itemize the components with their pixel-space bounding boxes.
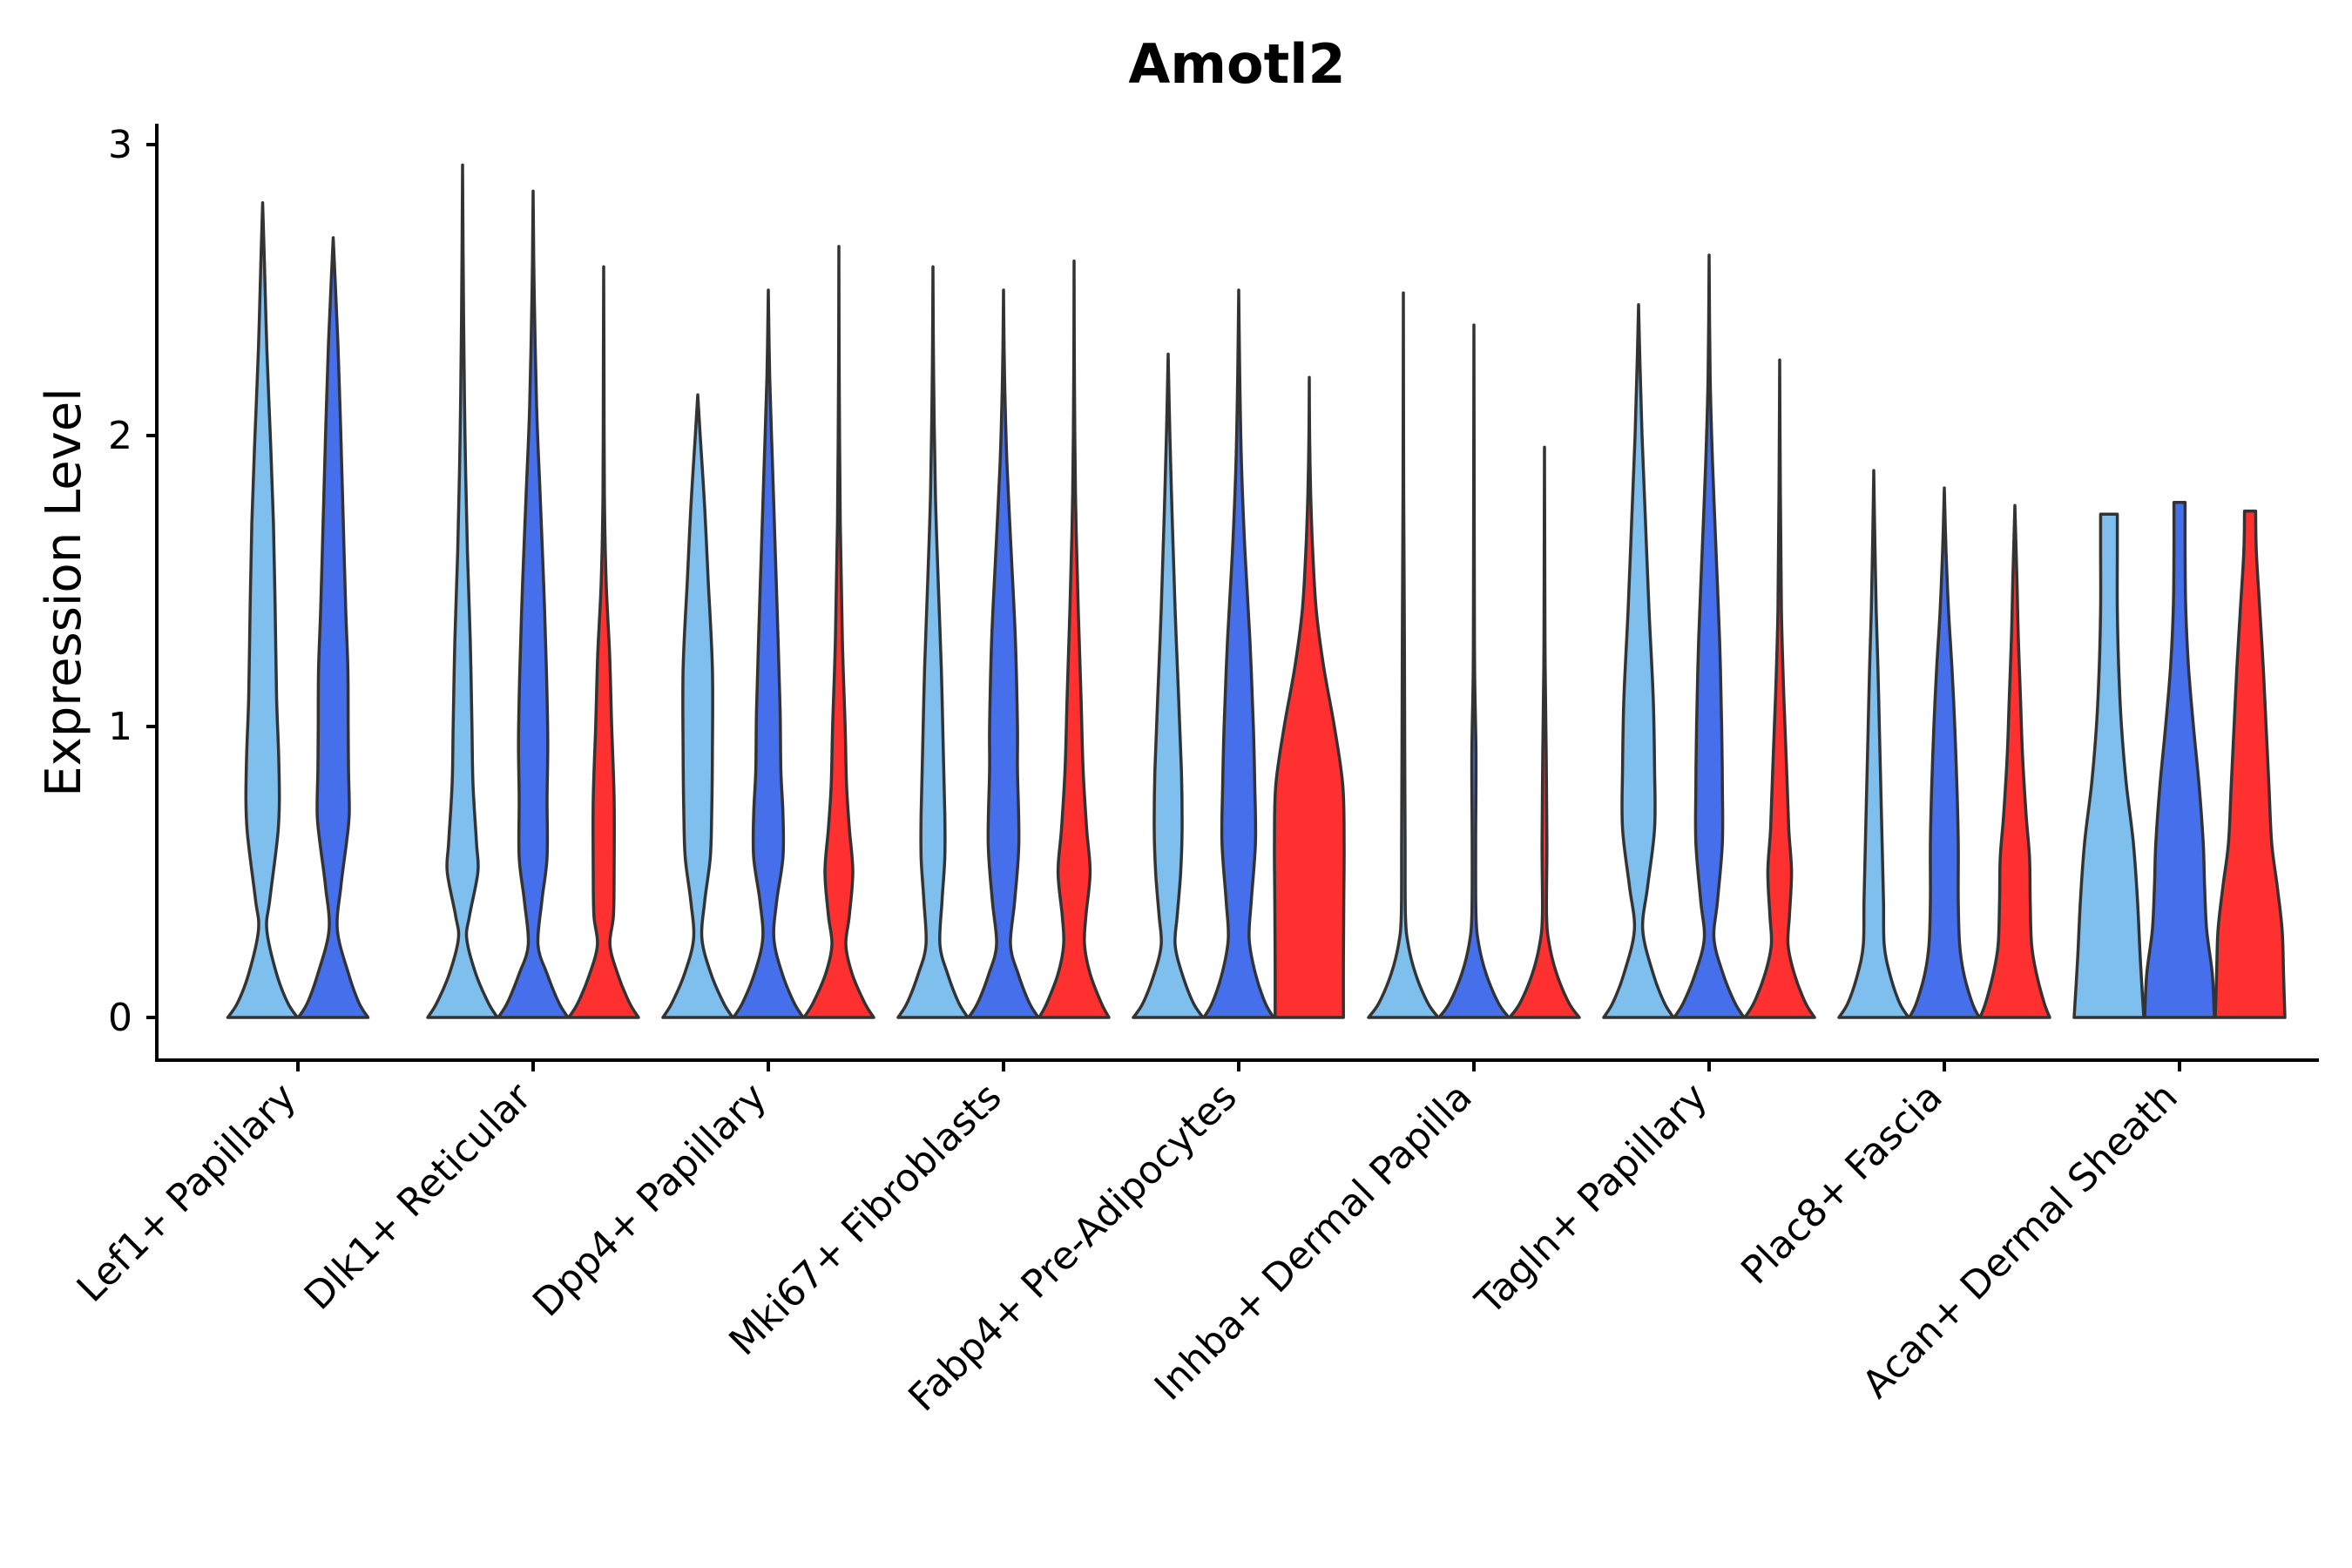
violins-layer	[226, 163, 2287, 1019]
violin-tagln-papillary-group-1	[1602, 302, 1675, 1019]
violin-plac8-fascia-group-3	[1978, 504, 2051, 1019]
violin-inhba-dermal-papilla-group-2	[1437, 323, 1511, 1019]
violin-dlk1-reticular-group-3	[567, 265, 640, 1019]
violin-lef1-papillary-group-1	[226, 201, 300, 1019]
violin-acan-dermal-sheath-group-1	[2072, 512, 2146, 1019]
violin-dpp4-papillary-group-3	[802, 245, 875, 1019]
y-tick-label: 3	[108, 123, 132, 167]
violin-fabp4-pre-adipocytes-group-3	[1273, 375, 1346, 1019]
violin-dlk1-reticular-group-1	[426, 163, 499, 1019]
violin-acan-dermal-sheath-group-3	[2213, 510, 2287, 1019]
chart-title: Amotl2	[1128, 32, 1345, 96]
y-axis-label: Expression Level	[36, 388, 92, 797]
y-tick-label: 2	[108, 414, 132, 458]
violin-fabp4-pre-adipocytes-group-2	[1202, 288, 1275, 1019]
violin-mki67-fibroblasts-group-3	[1037, 259, 1111, 1019]
y-tick-label: 1	[108, 705, 132, 749]
y-ticks: 0 1 2 3	[108, 123, 157, 1040]
violin-inhba-dermal-papilla-group-1	[1367, 291, 1440, 1019]
violin-dlk1-reticular-group-2	[497, 189, 570, 1019]
violin-lef1-papillary-group-2	[296, 236, 370, 1019]
violin-plac8-fascia-group-2	[1908, 486, 1981, 1019]
violin-fabp4-pre-adipocytes-group-1	[1132, 352, 1205, 1019]
violin-mki67-fibroblasts-group-2	[967, 288, 1040, 1019]
violin-dpp4-papillary-group-1	[661, 393, 734, 1019]
violin-plac8-fascia-group-1	[1837, 469, 1910, 1019]
violin-tagln-papillary-group-3	[1743, 358, 1816, 1019]
violin-mki67-fibroblasts-group-1	[896, 265, 970, 1019]
violin-tagln-papillary-group-2	[1673, 253, 1746, 1019]
violin-inhba-dermal-papilla-group-3	[1508, 445, 1581, 1019]
y-tick-label: 0	[108, 996, 132, 1040]
violin-acan-dermal-sheath-group-2	[2143, 501, 2216, 1019]
violin-dpp4-papillary-group-2	[732, 288, 805, 1019]
